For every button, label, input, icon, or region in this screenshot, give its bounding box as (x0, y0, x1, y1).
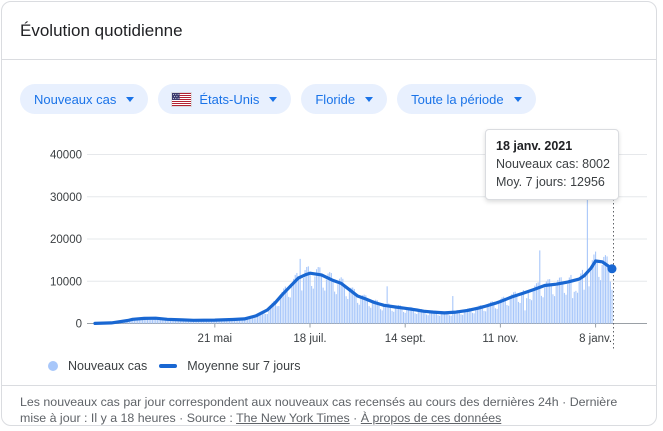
svg-text:20000: 20000 (50, 234, 82, 246)
tooltip-date: 18 janv. 2021 (496, 139, 573, 153)
period-filter-label: Toute la période (411, 91, 504, 107)
us-flag-icon (171, 91, 193, 107)
legend-item-7day-average: Moyenne sur 7 jours (159, 359, 300, 373)
chart-tooltip: 18 janv. 2021 Nouveaux cas: 8002 Moy. 7 … (485, 129, 619, 201)
about-data-link[interactable]: À propos de ces données (360, 411, 502, 426)
arrow-drop-down-icon (513, 96, 522, 102)
svg-text:30000: 30000 (50, 192, 82, 204)
tooltip-7day-average: Moy. 7 jours: 12956 (496, 175, 605, 190)
footer-separator: · (562, 395, 567, 409)
country-filter-label: États-Unis (199, 91, 260, 107)
arrow-drop-down-icon (126, 96, 135, 102)
svg-text:10000: 10000 (50, 276, 82, 288)
footer-text: Les nouveaux cas par jour correspondent … (20, 395, 559, 409)
svg-text:40000: 40000 (50, 150, 82, 162)
page-title: Évolution quotidienne (20, 21, 183, 40)
svg-text:11 nov.: 11 nov. (482, 333, 518, 345)
period-filter-chip[interactable]: Toute la période (397, 84, 536, 114)
source-link[interactable]: The New York Times (236, 411, 350, 426)
legend-line-label: Moyenne sur 7 jours (187, 359, 301, 373)
footer-last-updated: Dernière mise à jour : Il y a 18 heures (20, 395, 618, 426)
arrow-drop-down-icon (365, 96, 374, 102)
chart-area: 0 10000 20000 30000 40000 21 mai 18 juil. 14 se… (2, 129, 656, 351)
evolution-card: Évolution quotidienne Nouveaux cas (1, 1, 657, 426)
tooltip-new-cases: Nouveaux cas: 8002 (496, 157, 610, 172)
region-filter-label: Floride (315, 91, 356, 107)
metric-filter-chip[interactable]: Nouveaux cas (20, 84, 149, 114)
footer-source-label: Source : (186, 411, 233, 426)
arrow-drop-down-icon (269, 96, 278, 102)
metric-filter-label: Nouveaux cas (34, 91, 117, 107)
chart-legend: Nouveaux cas Moyenne sur 7 jours (2, 354, 656, 378)
svg-text:8 janv.: 8 janv. (579, 333, 612, 345)
footer-separator: · (353, 411, 358, 426)
svg-text:21 mai: 21 mai (198, 333, 233, 345)
legend-bars-label: Nouveaux cas (68, 359, 148, 373)
legend-dot-icon (48, 361, 58, 371)
country-filter-chip[interactable]: États-Unis (158, 84, 292, 114)
svg-text:18 juil.: 18 juil. (293, 333, 326, 345)
region-filter-chip[interactable]: Floride (301, 84, 388, 114)
legend-item-new-cases: Nouveaux cas (48, 359, 147, 373)
svg-text:0: 0 (76, 319, 82, 331)
filter-chips-row: Nouveaux cas États-Unis (20, 84, 656, 114)
svg-text:14 sept.: 14 sept. (385, 333, 426, 345)
footer-disclaimer: Les nouveaux cas par jour correspondent … (2, 385, 656, 426)
card-header: Évolution quotidienne (2, 2, 656, 60)
legend-line-icon (159, 364, 178, 368)
footer-separator: · (179, 411, 184, 426)
